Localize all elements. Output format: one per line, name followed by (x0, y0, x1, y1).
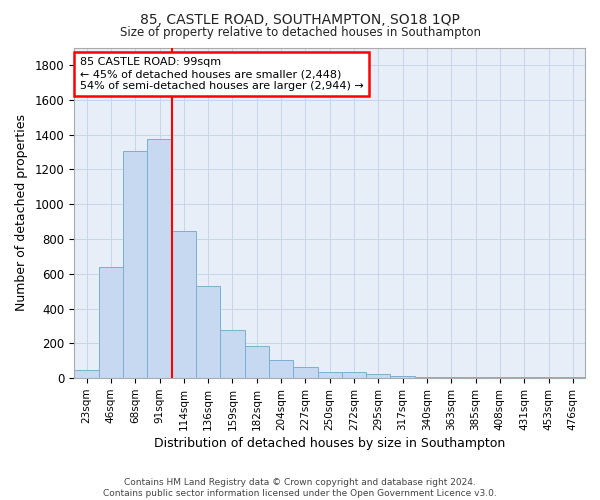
Bar (269, 360, 293, 378)
Text: Size of property relative to detached houses in Southampton: Size of property relative to detached ho… (119, 26, 481, 39)
Bar (415, 377, 439, 378)
Y-axis label: Number of detached properties: Number of detached properties (15, 114, 28, 312)
Bar (293, 367, 317, 378)
Bar (366, 374, 391, 378)
Bar (148, 139, 172, 378)
Text: 85 CASTLE ROAD: 99sqm
← 45% of detached houses are smaller (2,448)
54% of semi-d: 85 CASTLE ROAD: 99sqm ← 45% of detached … (80, 58, 363, 90)
Bar (99, 267, 123, 378)
Bar (245, 346, 269, 378)
X-axis label: Distribution of detached houses by size in Southampton: Distribution of detached houses by size … (154, 437, 505, 450)
Text: Contains HM Land Registry data © Crown copyright and database right 2024.
Contai: Contains HM Land Registry data © Crown c… (103, 478, 497, 498)
Bar (342, 372, 366, 378)
Bar (317, 372, 342, 378)
Bar (220, 330, 245, 378)
Bar (123, 151, 148, 378)
Bar (391, 376, 415, 378)
Bar (74, 370, 99, 378)
Text: 85, CASTLE ROAD, SOUTHAMPTON, SO18 1QP: 85, CASTLE ROAD, SOUTHAMPTON, SO18 1QP (140, 12, 460, 26)
Bar (196, 286, 220, 378)
Bar (172, 230, 196, 378)
